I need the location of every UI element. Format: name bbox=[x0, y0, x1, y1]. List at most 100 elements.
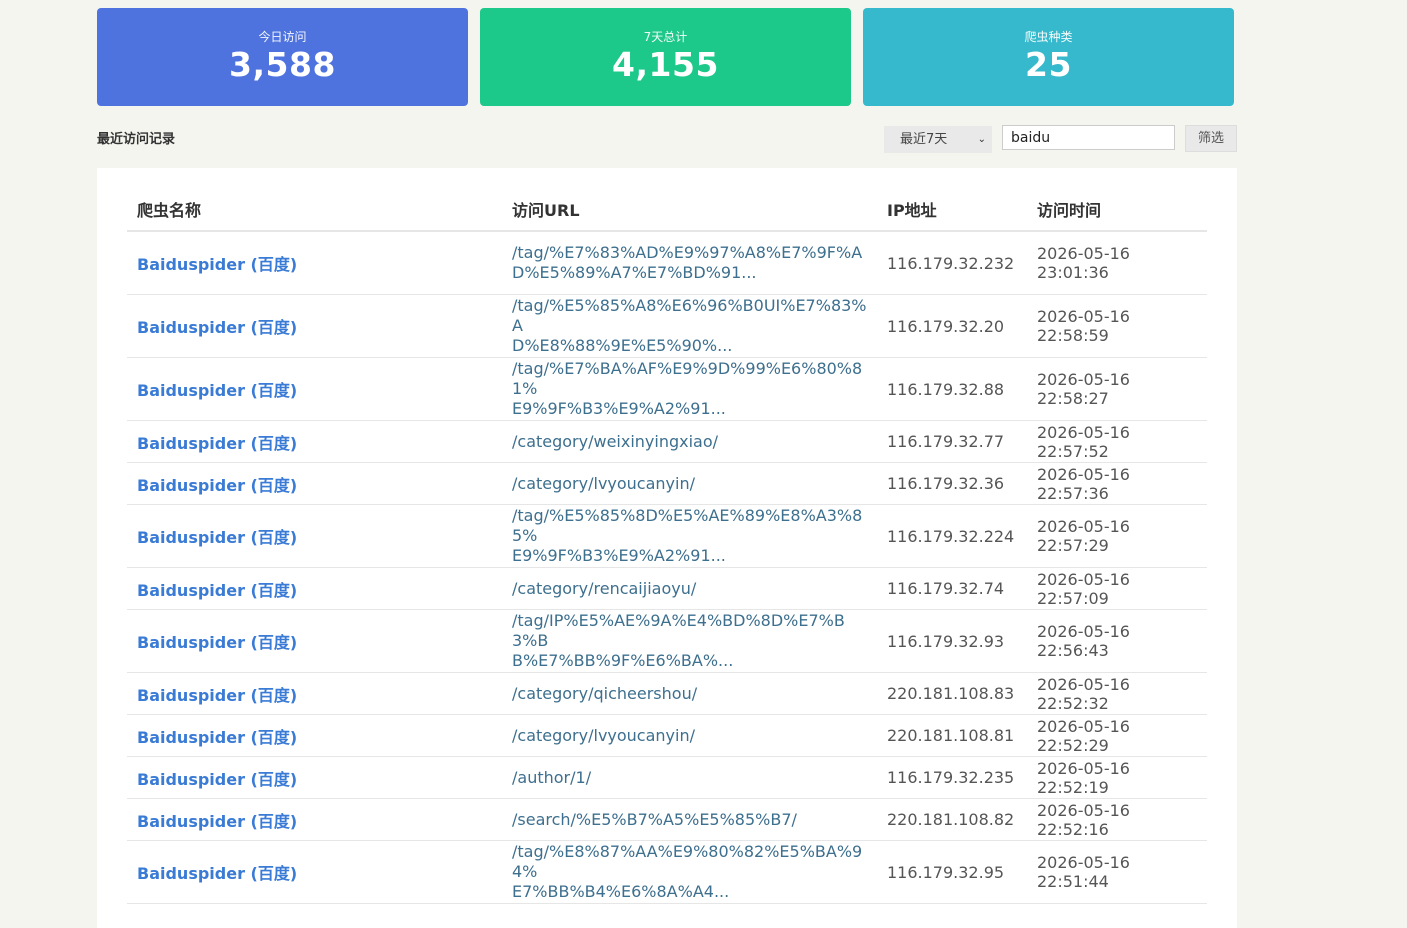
chevron-down-icon: ⌄ bbox=[977, 134, 986, 145]
cell-url: /category/lvyoucanyin/ bbox=[502, 714, 877, 757]
stat-card-week: 7天总计 4,155 bbox=[480, 8, 851, 106]
cell-spider-name: Baiduspider (百度) bbox=[127, 462, 502, 505]
cell-time: 2026-05-16 23:01:36 bbox=[1027, 231, 1207, 295]
url-text: E9%9F%B3%E9%A2%91... bbox=[512, 546, 726, 565]
table-row: Baiduspider (百度) /tag/%E5%85%8D%E5%AE%89%… bbox=[127, 504, 1207, 568]
table-row: Baiduspider (百度) /tag/%E5%85%A8%E6%96%B0U… bbox=[127, 294, 1207, 358]
spider-name-link[interactable]: Baiduspider (百度) bbox=[137, 727, 298, 747]
cell-url: /category/lvyoucanyin/ bbox=[502, 462, 877, 505]
table-row: Baiduspider (百度) /tag/%E8%87%AA%E9%80%82%… bbox=[127, 840, 1207, 904]
cell-spider-name: Baiduspider (百度) bbox=[127, 504, 502, 568]
spider-name-link[interactable]: Baiduspider (百度) bbox=[137, 433, 298, 453]
cell-time: 2026-05-16 22:52:19 bbox=[1027, 756, 1207, 799]
spider-name-link[interactable]: Baiduspider (百度) bbox=[137, 475, 298, 495]
cell-ip: 116.179.32.235 bbox=[877, 756, 1027, 799]
table-row: Baiduspider (百度) /category/lvyoucanyin/11… bbox=[127, 462, 1207, 505]
cell-ip: 116.179.32.36 bbox=[877, 462, 1027, 505]
cell-time: 2026-05-16 22:58:59 bbox=[1027, 294, 1207, 358]
url-text: D%E5%89%A7%E7%BD%91... bbox=[512, 263, 757, 282]
cell-time: 2026-05-16 22:52:16 bbox=[1027, 798, 1207, 841]
cell-time: 2026-05-16 22:57:36 bbox=[1027, 462, 1207, 505]
date-range-select[interactable]: 最近7天 ⌄ bbox=[884, 126, 992, 153]
cell-url: /search/%E5%B7%A5%E5%85%B7/ bbox=[502, 798, 877, 841]
cell-url: /tag/%E5%85%8D%E5%AE%89%E8%A3%85% E9%9F%B… bbox=[502, 504, 877, 568]
url-text: /search/%E5%B7%A5%E5%85%B7/ bbox=[512, 809, 797, 829]
stat-value-types: 25 bbox=[1025, 45, 1072, 84]
table-row: Baiduspider (百度) /category/qicheershou/22… bbox=[127, 672, 1207, 715]
cell-ip: 220.181.108.81 bbox=[877, 714, 1027, 757]
table-row: Baiduspider (百度) /author/1/116.179.32.235… bbox=[127, 756, 1207, 799]
stat-label-types: 爬虫种类 bbox=[1024, 30, 1073, 44]
url-text: /tag/%E7%BA%AF%E9%9D%99%E6%80%81% bbox=[512, 359, 863, 398]
cell-spider-name: Baiduspider (百度) bbox=[127, 357, 502, 421]
spider-name-link[interactable]: Baiduspider (百度) bbox=[137, 811, 298, 831]
url-text: /tag/IP%E5%AE%9A%E4%BD%8D%E7%B3%B bbox=[512, 611, 845, 650]
stat-cards: 今日访问 3,588 7天总计 4,155 爬虫种类 25 bbox=[97, 8, 1237, 106]
cell-spider-name: Baiduspider (百度) bbox=[127, 756, 502, 799]
url-text: /tag/%E8%87%AA%E9%80%82%E5%BA%94% bbox=[512, 842, 863, 881]
stat-card-today: 今日访问 3,588 bbox=[97, 8, 468, 106]
records-panel: 爬虫名称 访问URL IP地址 访问时间 Baiduspider (百度) /ta… bbox=[97, 168, 1237, 928]
spider-name-link[interactable]: Baiduspider (百度) bbox=[137, 528, 298, 547]
url-text: /tag/%E5%85%8D%E5%AE%89%E8%A3%85% bbox=[512, 506, 863, 545]
url-text: E9%9F%B3%E9%A2%91... bbox=[512, 399, 726, 418]
url-text: /category/rencaijiaoyu/ bbox=[512, 578, 697, 598]
url-text: /tag/%E7%83%AD%E9%97%A8%E7%9F%A bbox=[512, 243, 863, 262]
url-text: /category/lvyoucanyin/ bbox=[512, 473, 695, 493]
keyword-search-input[interactable] bbox=[1002, 125, 1175, 150]
cell-spider-name: Baiduspider (百度) bbox=[127, 609, 502, 673]
header-ip: IP地址 bbox=[877, 188, 1027, 232]
stat-label-today: 今日访问 bbox=[258, 30, 307, 44]
cell-url: /tag/%E7%BA%AF%E9%9D%99%E6%80%81% E9%9F%B… bbox=[502, 357, 877, 421]
table-row: Baiduspider (百度) /category/weixinyingxiao… bbox=[127, 420, 1207, 463]
cell-url: /category/qicheershou/ bbox=[502, 672, 877, 715]
cell-ip: 116.179.32.74 bbox=[877, 567, 1027, 610]
spider-name-link[interactable]: Baiduspider (百度) bbox=[137, 769, 298, 789]
cell-ip: 220.181.108.83 bbox=[877, 672, 1027, 715]
url-text: /tag/%E5%85%A8%E6%96%B0UI%E7%83%A bbox=[512, 296, 867, 335]
header-url: 访问URL bbox=[502, 188, 877, 232]
cell-url: /tag/%E8%87%AA%E9%80%82%E5%BA%94% E7%BB%B… bbox=[502, 840, 877, 904]
cell-url: /tag/%E7%83%AD%E9%97%A8%E7%9F%A D%E5%89%A… bbox=[502, 231, 877, 295]
spider-name-link[interactable]: Baiduspider (百度) bbox=[137, 864, 298, 883]
cell-url: /author/1/ bbox=[502, 756, 877, 799]
date-range-selected: 最近7天 bbox=[900, 132, 948, 147]
spider-name-link[interactable]: Baiduspider (百度) bbox=[137, 255, 298, 274]
spider-name-link[interactable]: Baiduspider (百度) bbox=[137, 381, 298, 400]
cell-spider-name: Baiduspider (百度) bbox=[127, 567, 502, 610]
spider-name-link[interactable]: Baiduspider (百度) bbox=[137, 633, 298, 652]
table-row: Baiduspider (百度) /category/lvyoucanyin/22… bbox=[127, 714, 1207, 757]
cell-time: 2026-05-16 22:57:29 bbox=[1027, 504, 1207, 568]
cell-url: /tag/IP%E5%AE%9A%E4%BD%8D%E7%B3%B B%E7%BB… bbox=[502, 609, 877, 673]
cell-spider-name: Baiduspider (百度) bbox=[127, 672, 502, 715]
cell-time: 2026-05-16 22:52:32 bbox=[1027, 672, 1207, 715]
cell-time: 2026-05-16 22:56:43 bbox=[1027, 609, 1207, 673]
url-text: /category/lvyoucanyin/ bbox=[512, 725, 695, 745]
section-title: 最近访问记录 bbox=[97, 132, 176, 147]
spider-name-link[interactable]: Baiduspider (百度) bbox=[137, 580, 298, 600]
cell-spider-name: Baiduspider (百度) bbox=[127, 231, 502, 295]
cell-ip: 116.179.32.232 bbox=[877, 231, 1027, 295]
cell-ip: 116.179.32.93 bbox=[877, 609, 1027, 673]
cell-spider-name: Baiduspider (百度) bbox=[127, 798, 502, 841]
cell-ip: 116.179.32.95 bbox=[877, 840, 1027, 904]
cell-time: 2026-05-16 22:51:44 bbox=[1027, 840, 1207, 904]
cell-ip: 220.181.108.82 bbox=[877, 798, 1027, 841]
cell-spider-name: Baiduspider (百度) bbox=[127, 420, 502, 463]
spider-name-link[interactable]: Baiduspider (百度) bbox=[137, 685, 298, 705]
cell-time: 2026-05-16 22:58:27 bbox=[1027, 357, 1207, 421]
url-text: /category/qicheershou/ bbox=[512, 683, 698, 703]
stat-label-week: 7天总计 bbox=[643, 30, 688, 44]
stat-value-week: 4,155 bbox=[612, 45, 719, 84]
cell-url: /tag/%E5%85%A8%E6%96%B0UI%E7%83%A D%E8%88… bbox=[502, 294, 877, 358]
url-text: E7%BB%B4%E6%8A%A4... bbox=[512, 882, 730, 901]
spider-name-link[interactable]: Baiduspider (百度) bbox=[137, 318, 298, 337]
cell-spider-name: Baiduspider (百度) bbox=[127, 714, 502, 757]
cell-spider-name: Baiduspider (百度) bbox=[127, 294, 502, 358]
stat-card-types: 爬虫种类 25 bbox=[863, 8, 1234, 106]
cell-ip: 116.179.32.20 bbox=[877, 294, 1027, 358]
filter-button[interactable]: 筛选 bbox=[1185, 125, 1237, 152]
url-text: /category/weixinyingxiao/ bbox=[512, 431, 719, 451]
dashboard: 今日访问 3,588 7天总计 4,155 爬虫种类 25 最近访问记录 最近7… bbox=[97, 8, 1237, 928]
stat-value-today: 3,588 bbox=[229, 45, 336, 84]
